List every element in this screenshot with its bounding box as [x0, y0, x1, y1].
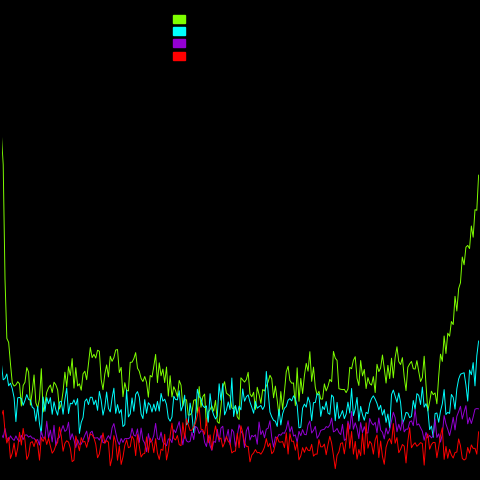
Legend: Job Openings, Hires, Quits, Layoffs and Discharges: Job Openings, Hires, Quits, Layoffs and … — [170, 11, 310, 64]
